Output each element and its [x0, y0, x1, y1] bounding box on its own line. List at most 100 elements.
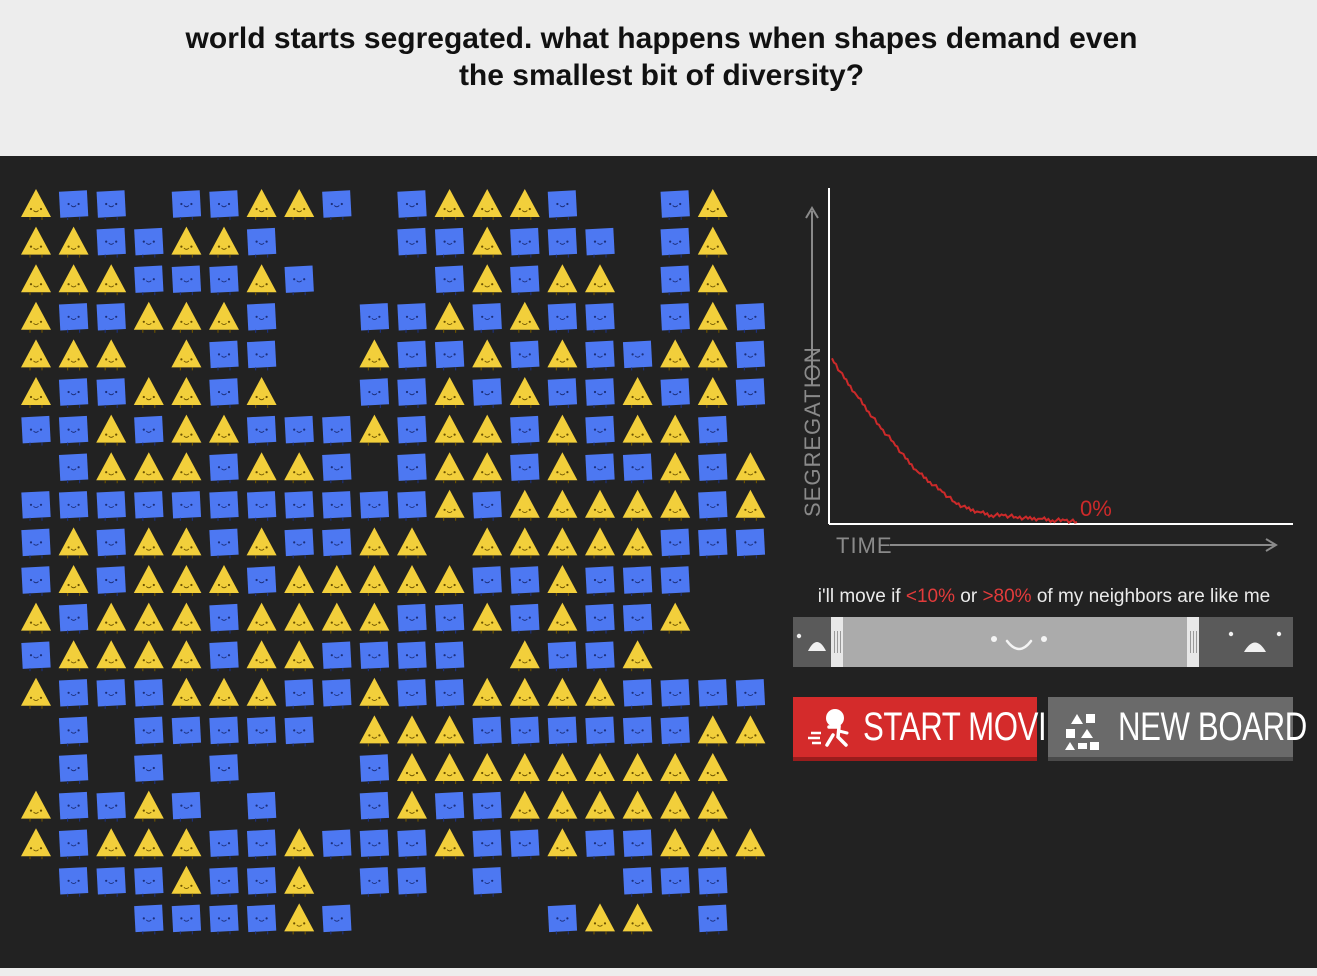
square-shape[interactable]	[472, 791, 502, 822]
triangle-shape[interactable]	[585, 489, 615, 521]
triangle-shape[interactable]	[246, 640, 277, 672]
triangle-shape[interactable]	[660, 790, 691, 822]
square-shape[interactable]	[434, 641, 465, 672]
square-shape[interactable]	[58, 829, 89, 860]
square-shape[interactable]	[397, 641, 427, 672]
square-shape[interactable]	[322, 904, 352, 935]
square-shape[interactable]	[585, 716, 615, 747]
triangle-shape[interactable]	[359, 677, 390, 709]
triangle-shape[interactable]	[359, 527, 390, 559]
triangle-shape[interactable]	[284, 189, 315, 220]
triangle-shape[interactable]	[321, 602, 352, 634]
square-shape[interactable]	[284, 491, 314, 521]
triangle-shape[interactable]	[284, 865, 315, 897]
square-shape[interactable]	[246, 791, 277, 822]
triangle-shape[interactable]	[133, 640, 164, 672]
square-shape[interactable]	[322, 415, 352, 446]
triangle-shape[interactable]	[21, 677, 51, 709]
square-shape[interactable]	[660, 867, 690, 897]
triangle-shape[interactable]	[58, 226, 89, 258]
triangle-shape[interactable]	[472, 226, 503, 258]
triangle-shape[interactable]	[397, 753, 427, 784]
triangle-shape[interactable]	[397, 527, 427, 559]
square-shape[interactable]	[322, 679, 352, 709]
square-shape[interactable]	[171, 491, 202, 521]
square-shape[interactable]	[209, 603, 239, 634]
triangle-shape[interactable]	[21, 602, 51, 634]
square-shape[interactable]	[246, 829, 277, 860]
triangle-shape[interactable]	[133, 828, 164, 860]
triangle-shape[interactable]	[434, 489, 465, 521]
triangle-shape[interactable]	[434, 565, 465, 596]
square-shape[interactable]	[397, 867, 427, 897]
square-shape[interactable]	[660, 378, 690, 408]
triangle-shape[interactable]	[96, 339, 127, 371]
square-shape[interactable]	[96, 491, 126, 521]
triangle-shape[interactable]	[735, 489, 766, 521]
square-shape[interactable]	[397, 190, 427, 220]
triangle-shape[interactable]	[697, 339, 728, 371]
triangle-shape[interactable]	[284, 828, 315, 860]
triangle-shape[interactable]	[509, 527, 540, 559]
square-shape[interactable]	[359, 378, 390, 408]
square-shape[interactable]	[134, 754, 164, 784]
square-shape[interactable]	[209, 641, 239, 672]
square-shape[interactable]	[96, 190, 126, 220]
triangle-shape[interactable]	[58, 565, 89, 596]
triangle-shape[interactable]	[547, 602, 578, 634]
square-shape[interactable]	[134, 491, 164, 521]
triangle-shape[interactable]	[284, 452, 315, 484]
triangle-shape[interactable]	[58, 527, 89, 559]
square-shape[interactable]	[547, 227, 578, 258]
triangle-shape[interactable]	[660, 753, 691, 784]
square-shape[interactable]	[134, 867, 164, 897]
triangle-shape[interactable]	[660, 602, 691, 634]
triangle-shape[interactable]	[246, 527, 277, 559]
square-shape[interactable]	[434, 791, 465, 822]
triangle-shape[interactable]	[697, 377, 728, 408]
square-shape[interactable]	[547, 716, 578, 747]
square-shape[interactable]	[58, 303, 89, 333]
triangle-shape[interactable]	[359, 565, 390, 596]
square-shape[interactable]	[585, 566, 615, 596]
triangle-shape[interactable]	[697, 753, 728, 784]
triangle-shape[interactable]	[171, 865, 202, 897]
square-shape[interactable]	[322, 491, 352, 521]
triangle-shape[interactable]	[171, 677, 202, 709]
square-shape[interactable]	[698, 415, 728, 446]
triangle-shape[interactable]	[509, 790, 540, 822]
square-shape[interactable]	[359, 791, 390, 822]
square-shape[interactable]	[472, 566, 502, 596]
square-shape[interactable]	[547, 303, 578, 333]
square-shape[interactable]	[698, 453, 728, 484]
square-shape[interactable]	[698, 491, 728, 521]
triangle-shape[interactable]	[171, 565, 202, 596]
triangle-shape[interactable]	[171, 377, 202, 408]
triangle-shape[interactable]	[547, 339, 578, 371]
triangle-shape[interactable]	[697, 790, 728, 822]
triangle-shape[interactable]	[209, 301, 239, 333]
triangle-shape[interactable]	[660, 414, 691, 446]
triangle-shape[interactable]	[21, 301, 51, 333]
square-shape[interactable]	[58, 415, 89, 446]
square-shape[interactable]	[397, 679, 427, 709]
square-shape[interactable]	[585, 453, 615, 484]
triangle-shape[interactable]	[547, 414, 578, 446]
square-shape[interactable]	[397, 303, 427, 333]
square-shape[interactable]	[622, 829, 653, 860]
triangle-shape[interactable]	[284, 602, 315, 634]
triangle-shape[interactable]	[472, 527, 503, 559]
square-shape[interactable]	[96, 227, 126, 258]
triangle-shape[interactable]	[622, 753, 653, 784]
triangle-shape[interactable]	[472, 414, 503, 446]
triangle-shape[interactable]	[21, 828, 51, 860]
triangle-shape[interactable]	[434, 189, 465, 220]
triangle-shape[interactable]	[660, 452, 691, 484]
square-shape[interactable]	[397, 415, 427, 446]
square-shape[interactable]	[585, 603, 615, 634]
square-shape[interactable]	[434, 227, 465, 258]
square-shape[interactable]	[510, 829, 540, 860]
square-shape[interactable]	[246, 415, 277, 446]
square-shape[interactable]	[735, 303, 766, 333]
square-shape[interactable]	[472, 378, 502, 408]
